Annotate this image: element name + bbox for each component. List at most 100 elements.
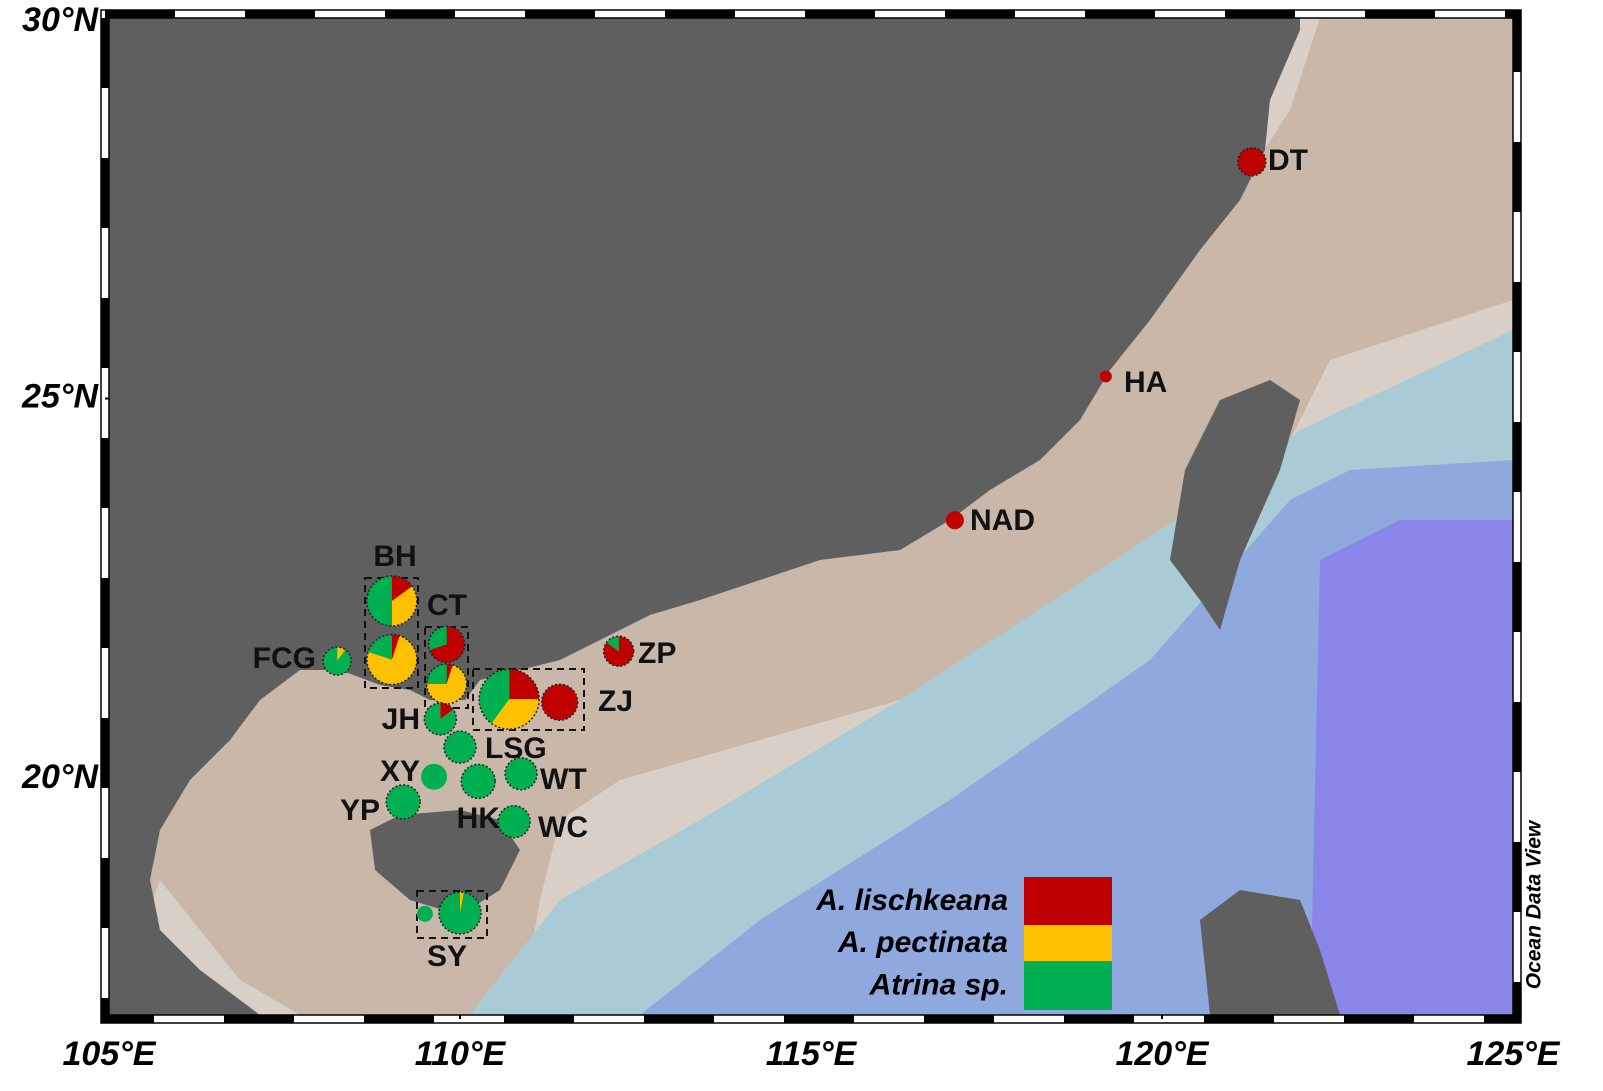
legend-label: A. pectinata [837, 926, 1008, 959]
site-label: SY [427, 940, 467, 973]
pie-outline [1237, 147, 1267, 177]
group-box [472, 668, 585, 731]
pie-slice [439, 892, 482, 935]
y-tick-label: 25°N [21, 378, 99, 416]
pie-slice [1099, 370, 1112, 383]
site-pie [385, 784, 421, 820]
pie-slice [491, 699, 540, 730]
legend-swatch [1024, 925, 1112, 961]
pie-outline [425, 663, 468, 705]
site-label: CT [427, 589, 467, 622]
pie-slice [424, 702, 457, 735]
pie-slice [509, 669, 540, 700]
x-tick-label: 120°E [1115, 1035, 1209, 1073]
site-pie [1099, 370, 1112, 383]
site-pie [366, 575, 418, 627]
pie-outline [423, 702, 458, 736]
x-tick-label: 115°E [766, 1035, 858, 1073]
site-pie [427, 625, 466, 664]
pie-slice [505, 757, 538, 790]
site-pie [602, 635, 635, 667]
x-tick-label: 105°E [62, 1035, 156, 1073]
pie-outline [443, 730, 477, 764]
pie-slice [391, 575, 413, 601]
pie-outline [478, 668, 540, 730]
pie-slice [366, 635, 417, 685]
pie-outline [602, 635, 635, 667]
site-pie [504, 756, 538, 791]
pie-slice [479, 669, 510, 724]
taiwan [1170, 380, 1300, 630]
y-tick-label: 30°N [22, 1, 99, 39]
pie-slice [391, 634, 400, 660]
site-pie [438, 891, 482, 935]
pie-outline [504, 756, 538, 791]
pie-slice [368, 634, 392, 660]
site-label: ZJ [598, 685, 633, 718]
pie-slice [444, 731, 476, 764]
watermark: Ocean Data View [1523, 819, 1546, 989]
site-pie [443, 730, 477, 764]
pie-slice [323, 647, 352, 676]
site-pie [945, 511, 964, 530]
pie-slice [421, 763, 448, 790]
pie-outline [438, 891, 482, 935]
site-pie [423, 702, 458, 736]
deep-water [640, 460, 1513, 1015]
abyss [1310, 520, 1513, 1015]
pie-slice [498, 805, 531, 838]
site-label: WT [540, 763, 587, 796]
pie-slice [391, 586, 417, 626]
site-label: HK [457, 802, 501, 835]
inner-shelf [109, 18, 1513, 1015]
site-pie [460, 763, 497, 800]
legend-label: Atrina sp. [869, 968, 1008, 1001]
pie-slice [461, 764, 496, 799]
pie-outline [427, 625, 466, 664]
legend-swatch [1024, 961, 1112, 1010]
basemap [109, 18, 1513, 1015]
pie-outline [322, 646, 352, 676]
pie-slice [426, 664, 467, 704]
pie-slice [1237, 147, 1266, 176]
site-label: NAD [970, 504, 1035, 537]
pie-slice [460, 892, 464, 914]
site-label: WC [538, 811, 588, 844]
pie-slice [446, 663, 453, 684]
pie-outline [366, 633, 418, 686]
site-pie [540, 683, 579, 721]
pie-outline [385, 784, 421, 820]
pie-slice [366, 575, 392, 626]
site-pie [366, 633, 418, 686]
pie-slice [429, 626, 465, 663]
frame-outline [100, 9, 1522, 1024]
site-label: BH [373, 540, 416, 573]
site-pie [322, 646, 352, 676]
pie-slice [428, 626, 447, 650]
pie-slice [416, 905, 433, 922]
legend-swatch [1024, 877, 1112, 925]
pie-slice [945, 511, 964, 530]
pie-slice [426, 663, 447, 684]
site-pie [421, 763, 448, 790]
hainan [370, 810, 520, 915]
site-pie [478, 668, 540, 730]
pie-outline [366, 575, 418, 627]
pie-outline [460, 763, 497, 800]
mainland [109, 18, 1300, 1015]
x-tick-label: 110°E [415, 1035, 507, 1073]
pie-outline [497, 804, 531, 839]
luzon [1200, 890, 1340, 1015]
site-label: ZP [638, 637, 676, 670]
site-label: FCG [253, 642, 316, 675]
site-label: XY [380, 755, 420, 788]
site-label: HA [1124, 366, 1167, 399]
site-pie [425, 663, 468, 705]
site-label: JH [382, 703, 420, 736]
legend-label: A. lischkeana [815, 884, 1008, 917]
pie-slice [541, 684, 578, 721]
site-label: YP [340, 794, 380, 827]
y-tick-label: 20°N [21, 758, 99, 796]
pie-slice [337, 647, 346, 662]
